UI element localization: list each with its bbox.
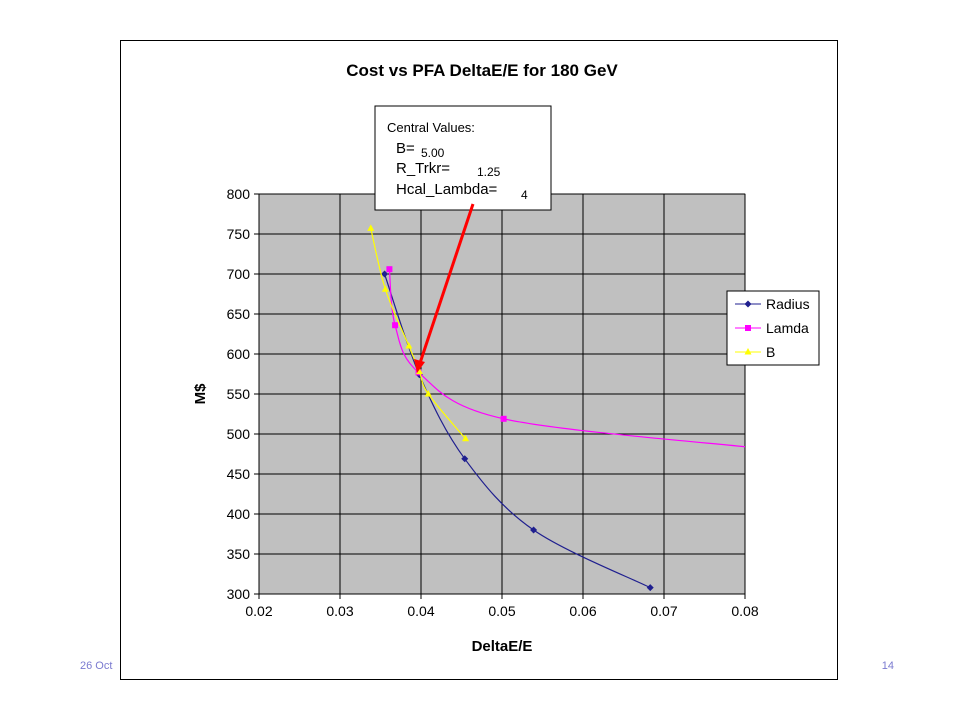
series-radius-point — [530, 526, 538, 534]
annotation-hcal-label: Hcal_Lambda= — [396, 181, 498, 198]
series-b-point — [381, 285, 389, 292]
tick-labels: 300 350 400 450 500 550 600 650 700 750 800 0.02 0.0… — [227, 186, 759, 619]
y-tick-label: 800 — [227, 186, 251, 202]
legend-radius-label: Radius — [766, 296, 810, 312]
y-tick-label: 700 — [227, 266, 251, 282]
annotation-heading: Central Values: — [387, 120, 475, 135]
legend-lamda-label: Lamda — [766, 320, 809, 336]
y-tick-label: 400 — [227, 506, 251, 522]
y-tick-label: 650 — [227, 306, 251, 322]
x-tick-label: 0.02 — [245, 603, 272, 619]
y-tick-label: 750 — [227, 226, 251, 242]
legend: Radius Lamda B — [726, 290, 820, 366]
page-number: 14 — [881, 660, 894, 672]
x-tick-label: 0.04 — [407, 603, 434, 619]
legend-radius-marker — [744, 300, 752, 308]
legend-b-marker — [744, 348, 752, 355]
pointer-arrow-head — [414, 359, 425, 373]
annotation-b-label: B= — [396, 140, 415, 157]
x-tick-label: 0.03 — [326, 603, 353, 619]
series-radius-point — [461, 455, 469, 463]
chart-title: Cost vs PFA DeltaE/E for 180 GeV — [346, 61, 618, 80]
series-b-point — [405, 342, 413, 349]
annotation-b-value: 5.00 — [421, 146, 445, 160]
chart-frame: Cost vs PFA DeltaE/E for 180 GeV 300 350 4… — [120, 40, 838, 680]
legend-lamda-marker — [745, 325, 751, 331]
x-tick-label: 0.06 — [569, 603, 596, 619]
y-tick-label: 600 — [227, 346, 251, 362]
y-tick-label: 350 — [227, 546, 251, 562]
series-b-point — [424, 390, 432, 397]
y-tick-label: 550 — [227, 386, 251, 402]
pointer-arrow — [417, 203, 475, 367]
y-tick-label: 300 — [227, 586, 251, 602]
series-radius-point — [381, 270, 389, 278]
annotation-rtrkr-label: R_Trkr= — [396, 160, 450, 177]
x-tick-label: 0.08 — [731, 603, 758, 619]
annotation-box — [374, 105, 552, 211]
footer-date: 26 Oct — [80, 660, 113, 672]
series-b-point — [367, 224, 375, 231]
y-tick-label: 500 — [227, 426, 251, 442]
x-tick-label: 0.07 — [650, 603, 677, 619]
y-tick-label: 450 — [227, 466, 251, 482]
series-b-point — [415, 367, 423, 375]
x-tick-label: 0.05 — [488, 603, 515, 619]
series-radius-point — [646, 584, 654, 592]
y-axis-title: M$ — [192, 383, 209, 404]
annotation-hcal-value: 4 — [521, 188, 528, 202]
series-b-point — [462, 434, 470, 442]
annotation-rtrkr-value: 1.25 — [477, 165, 501, 179]
chart: Cost vs PFA DeltaE/E for 180 GeV 300 350 4… — [192, 61, 820, 655]
series-lamda-point — [500, 415, 507, 422]
legend-b-label: B — [766, 344, 775, 360]
series-lamda-point — [386, 266, 393, 273]
x-axis-title: DeltaE/E — [472, 638, 533, 655]
series-lamda-point — [392, 322, 399, 329]
